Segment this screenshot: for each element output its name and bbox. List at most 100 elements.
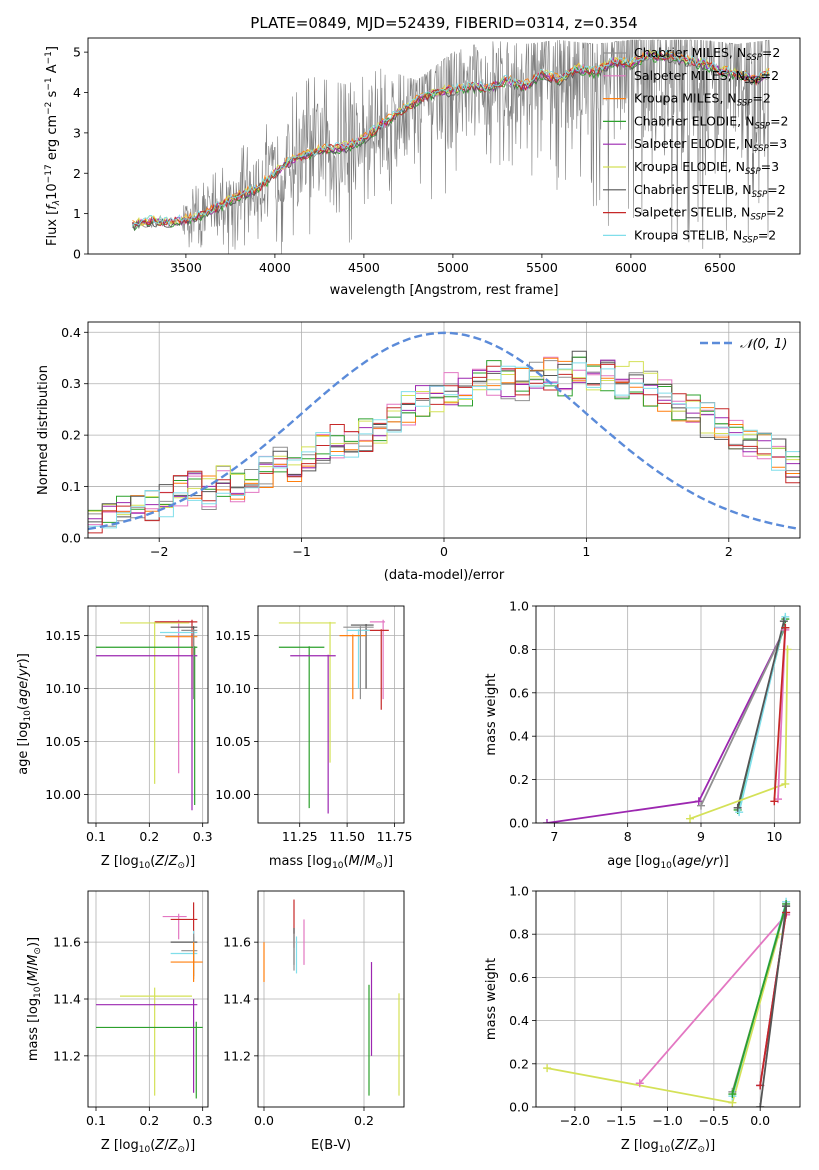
x-tick-label: 0.3: [193, 1113, 213, 1128]
weight-line: [639, 914, 787, 1084]
y-tick-label: 2: [73, 166, 81, 181]
y-tick-label: 3: [73, 125, 81, 140]
weight-marker: [770, 797, 779, 806]
legend-entry: Salpeter STELIB, NSSP=2: [634, 205, 784, 223]
y-tick-label: 4: [73, 85, 81, 100]
y-tick-label: 10.15: [45, 628, 81, 643]
model-spectrum-line: [132, 51, 770, 227]
x-tick-label: 0.2: [139, 829, 159, 844]
weight-line: [736, 620, 785, 809]
age-vs-Z-chart: 0.1 0.2 0.3 10.00 10.05 10.10 10.15 Z [log10(Z/…: [16, 605, 213, 871]
legend-entry: Chabrier ELODIE, NSSP=2: [634, 113, 789, 131]
y-tick-label: 0.1: [61, 479, 81, 494]
weight-line: [546, 933, 780, 1104]
y-tick-label: 0.2: [509, 1056, 529, 1071]
y-tick-label: 0.2: [509, 772, 529, 787]
x-tick-label: 7: [550, 829, 558, 844]
y-tick-label: 0.4: [61, 325, 81, 340]
plot-area: [278, 619, 389, 814]
y-tick-label: 10.00: [215, 787, 251, 802]
x-tick-label: 0.2: [354, 1113, 374, 1128]
y-tick-label: 11.2: [53, 1048, 81, 1063]
spectrum-xlabel: wavelength [Angstrom, rest frame]: [330, 283, 559, 298]
x-tick-label: 5500: [526, 260, 558, 275]
y-tick-label: 0.4: [509, 1013, 529, 1028]
y-tick-label: 1.0: [509, 599, 529, 614]
x-tick-label: 3500: [170, 260, 202, 275]
x-tick-label: 4000: [259, 260, 291, 275]
weight-marker: [781, 612, 790, 621]
x-tick-label: −1: [292, 544, 310, 559]
x-tick-label: 10: [766, 829, 782, 844]
y-tick-label: 11.4: [223, 992, 251, 1007]
x-tick-label: 0.0: [254, 1113, 274, 1128]
y-tick-label: 11.4: [53, 992, 81, 1007]
weight-marker: [781, 623, 790, 632]
axes-frame: [257, 890, 405, 1108]
x-tick-label: −1.0: [652, 1113, 682, 1128]
y-tick-label: 0.6: [509, 970, 529, 985]
y-tick-label: 10.05: [45, 734, 81, 749]
x-tick-label: 8: [624, 829, 632, 844]
legend-entry: Chabrier STELIB, NSSP=2: [634, 182, 786, 200]
figure-title: PLATE=0849, MJD=52439, FIBERID=0314, z=0…: [250, 14, 637, 32]
residuals-plot-area: [88, 331, 800, 534]
weight-line: [773, 627, 787, 802]
weight-marker: [781, 779, 790, 788]
x-tick-label: 11.25: [282, 829, 318, 844]
x-tick-label: 4500: [348, 260, 380, 275]
x-axis-label: Z [log10(Z/Z⊙)]: [621, 1138, 715, 1155]
legend-entry: 𝒩(0, 1): [740, 337, 787, 352]
x-tick-label: 9: [697, 829, 705, 844]
x-tick-label: 1: [582, 544, 590, 559]
normal-curve: [88, 331, 800, 531]
y-tick-label: 0.0: [509, 1100, 529, 1115]
legend-entry: Salpeter MILES, NSSP=2: [634, 68, 779, 86]
y-tick-label: 0.8: [509, 927, 529, 942]
x-tick-label: 6000: [615, 260, 647, 275]
weight-marker: [779, 617, 788, 626]
weight-line: [731, 903, 787, 1095]
x-axis-label: E(B-V): [311, 1138, 351, 1153]
y-tick-label: 11.6: [223, 935, 251, 950]
y-tick-label: 10.05: [215, 734, 251, 749]
x-tick-label: 11.75: [377, 829, 413, 844]
weight-marker: [728, 1090, 737, 1099]
weight-marker: [733, 803, 742, 812]
residuals-chart: −2 −1 0 1 2 0.0 0.1 0.2 0.3 0.4 (data-model)/error…: [36, 321, 801, 583]
axes-frame: [87, 321, 801, 539]
y-tick-label: 0: [73, 247, 81, 262]
weight-vs-Z-chart: −2.0 −1.5 −1.0 −0.5 0.0 0.0 0.2 0.4 0.6 0.8 1.0 Z […: [484, 884, 801, 1155]
y-tick-label: 0.3: [61, 376, 81, 391]
x-tick-label: 6500: [704, 260, 736, 275]
weight-marker: [756, 1103, 765, 1107]
legend-entry: Kroupa STELIB, NSSP=2: [634, 227, 776, 245]
axes-frame: [535, 890, 801, 1108]
weight-marker: [697, 801, 705, 810]
y-tick-label: 0.4: [509, 729, 529, 744]
axes-frame: [87, 37, 801, 255]
y-tick-label: 0.6: [509, 685, 529, 700]
weight-marker: [543, 819, 551, 823]
axes-frame: [87, 605, 209, 824]
weight-vs-age-chart: 7 8 9 10 0.0 0.2 0.4 0.6 0.8 1.0 age [log10(age/yr…: [484, 599, 801, 871]
x-tick-label: 0: [440, 544, 448, 559]
plot-area: [543, 897, 791, 1107]
plot-area: [96, 902, 203, 1099]
x-axis-label: Z [log10(Z/Z⊙)]: [101, 1138, 195, 1155]
spectrum-plot-area: [132, 39, 770, 254]
y-tick-label: 10.00: [45, 787, 81, 802]
x-tick-label: −0.5: [699, 1113, 729, 1128]
chart-panels: 3500 4000 4500 5000 5500 6000 6500 0 1 2 3 4 5 wavele…: [16, 37, 801, 1155]
mass-vs-ebv-chart: 0.0 0.2 11.2 11.4 11.6 E(B-V): [223, 890, 405, 1153]
y-tick-label: 11.2: [223, 1048, 251, 1063]
y-tick-label: 10.10: [215, 681, 251, 696]
x-tick-label: 0.1: [86, 1113, 106, 1128]
y-tick-label: 10.15: [215, 628, 251, 643]
weight-line: [689, 649, 789, 820]
y-tick-label: 10.10: [45, 681, 81, 696]
y-axis-label: mass weight: [484, 958, 499, 1040]
y-tick-label: 0.0: [61, 531, 81, 546]
model-spectrum-line: [132, 49, 770, 227]
